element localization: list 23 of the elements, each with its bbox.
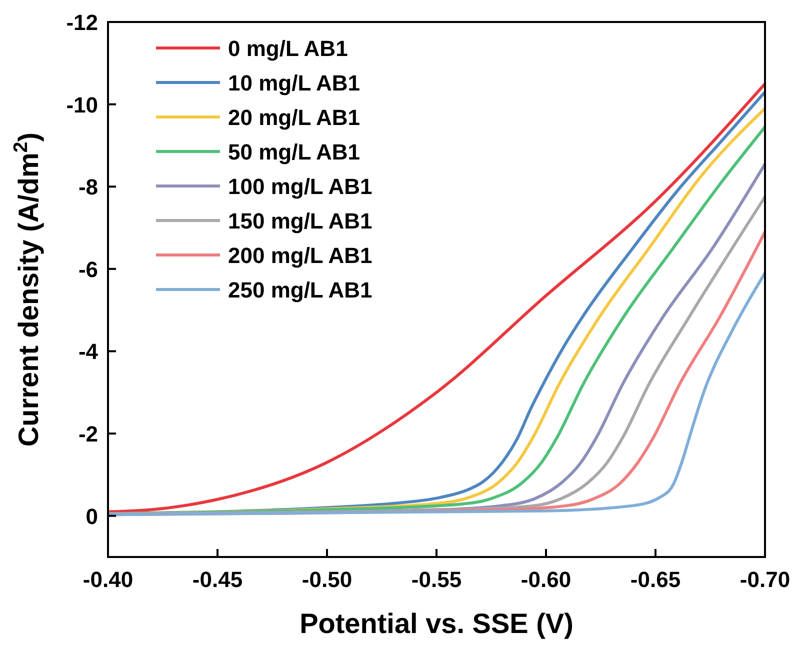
x-tick-label: -0.70 (740, 567, 790, 592)
y-tick-label: -6 (78, 256, 98, 282)
y-tick-label: -4 (78, 339, 99, 364)
x-tick-label: -0.40 (82, 567, 134, 592)
legend-label: 10 mg/L AB1 (228, 70, 360, 96)
legend-label: 200 mg/L AB1 (228, 243, 372, 268)
legend-label: 0 mg/L AB1 (228, 36, 348, 61)
legend-label: 20 mg/L AB1 (228, 105, 360, 130)
y-tick-label: 0 (86, 504, 98, 529)
legend-label: 150 mg/L AB1 (228, 208, 372, 234)
x-tick-label: -0.65 (630, 567, 681, 592)
y-tick-label: -8 (78, 174, 98, 200)
y-tick-label: -10 (66, 92, 98, 118)
x-tick-label: -0.50 (302, 567, 352, 592)
y-tick-label: -2 (78, 422, 98, 447)
legend-label: 100 mg/L AB1 (228, 174, 372, 199)
x-tick-label: -0.55 (411, 567, 462, 592)
legend-label: 50 mg/L AB1 (228, 140, 360, 164)
y-tick-label: -12 (66, 10, 98, 35)
x-tick-label: -0.60 (520, 567, 572, 592)
x-tick-label: -0.45 (192, 567, 243, 592)
x-axis-title: Potential vs. SSE (V) (300, 608, 574, 639)
legend-label: 250 mg/L AB1 (228, 278, 372, 302)
